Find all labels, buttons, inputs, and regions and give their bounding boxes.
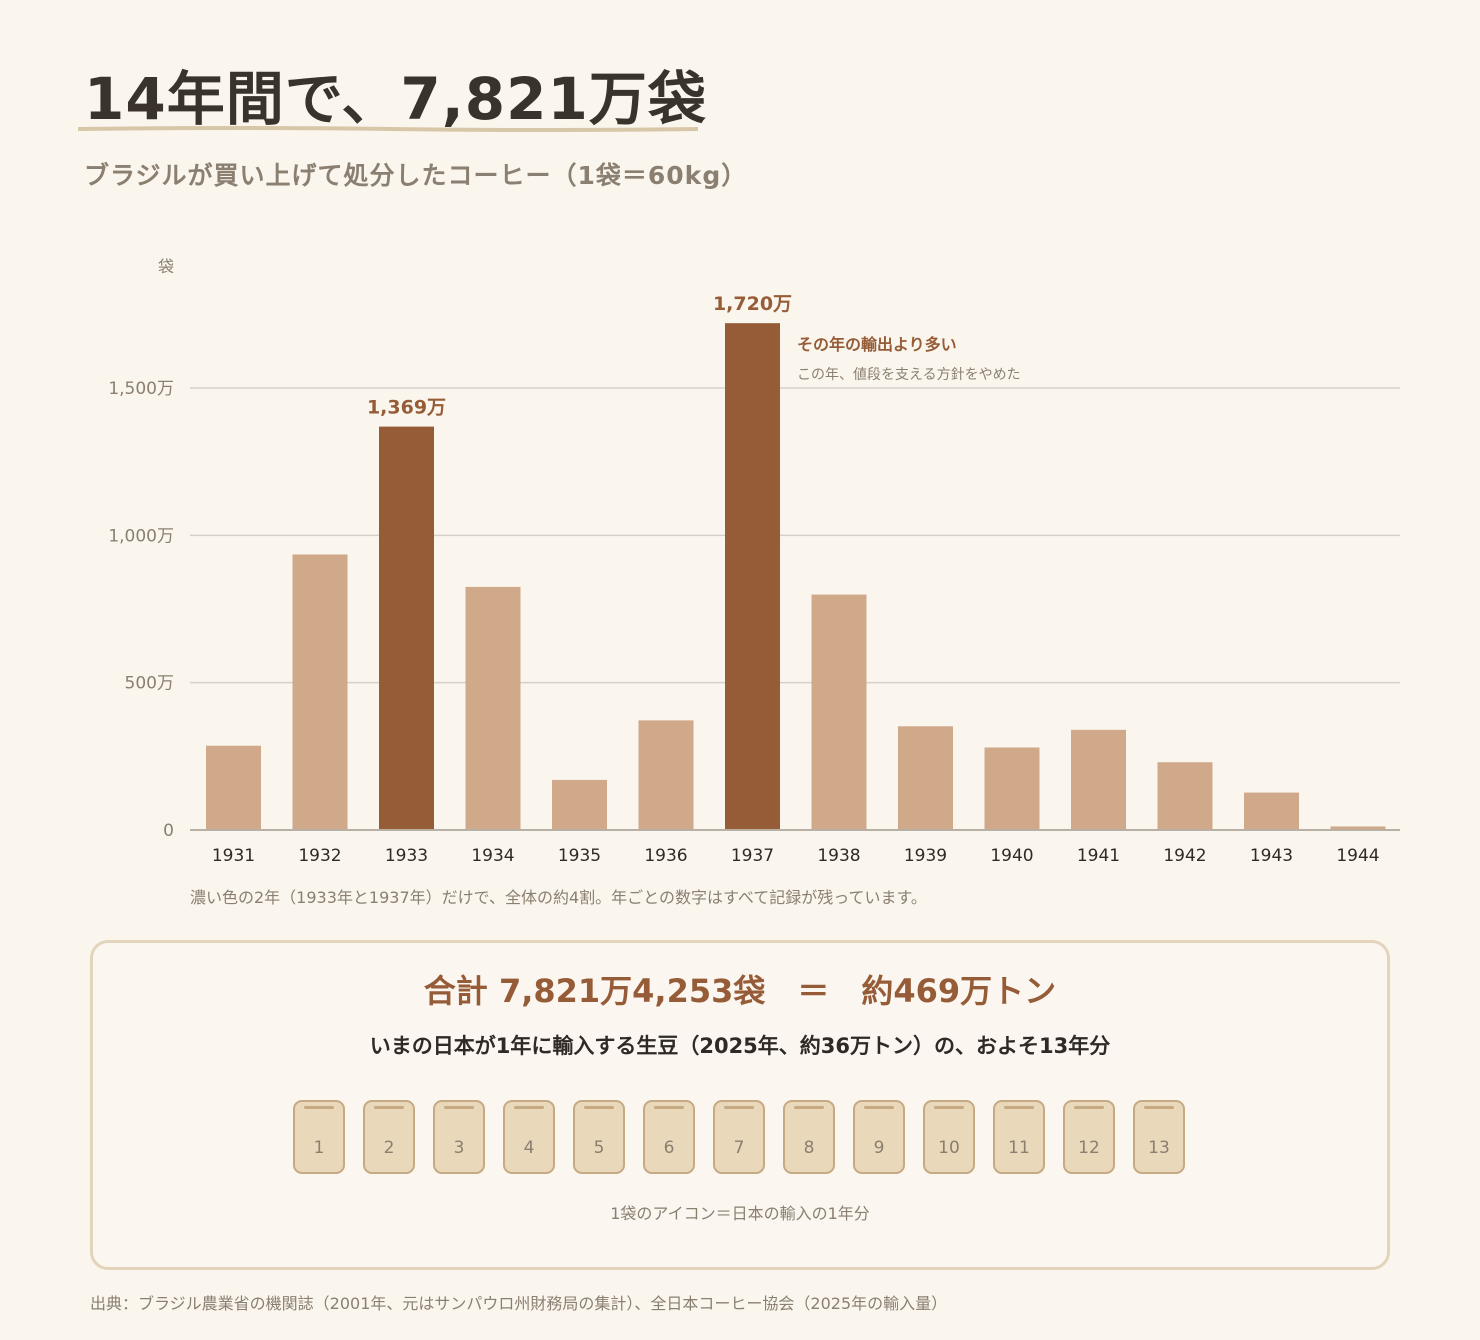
bag-number: 6 <box>663 1138 675 1158</box>
page-subtitle: ブラジルが買い上げて処分したコーヒー（1袋＝60kg） <box>84 161 748 190</box>
coffee-bag-icon: 12 <box>1063 1100 1115 1174</box>
x-tick-label: 1938 <box>817 846 860 866</box>
bar-1944 <box>1330 826 1386 830</box>
bar-1941 <box>1071 729 1126 830</box>
y-tick-label: 1,500万 <box>108 379 174 399</box>
x-tick-label: 1934 <box>471 846 514 866</box>
bar-1938 <box>811 594 867 830</box>
y-tick-label: 1,000万 <box>108 526 174 546</box>
x-tick-label: 1937 <box>731 846 774 866</box>
summary-comparison: いまの日本が1年に輸入する生豆（2025年、約36万トン）の、およそ13年分 <box>369 1034 1111 1058</box>
coffee-bag-icon: 5 <box>573 1100 625 1174</box>
bar-1943 <box>1244 792 1299 830</box>
coffee-bag-icon: 13 <box>1133 1100 1185 1174</box>
x-tick-label: 1942 <box>1163 846 1206 866</box>
coffee-bag-icon: 10 <box>923 1100 975 1174</box>
annotation-text: この年、値段を支える方針をやめた <box>797 367 1021 383</box>
coffee-bag-icon: 8 <box>783 1100 835 1174</box>
bar-1942 <box>1157 762 1213 830</box>
bar-1937 <box>725 323 780 830</box>
y-tick-label: 500万 <box>125 674 174 694</box>
bag-number: 4 <box>523 1138 535 1158</box>
chart-note: 濃い色の2年（1933年と1937年）だけで、全体の約4割。年ごとの数字はすべて… <box>190 888 927 907</box>
data-label-1933: 1,369万 <box>367 397 446 419</box>
bag-number: 12 <box>1078 1138 1100 1158</box>
bag-number: 10 <box>938 1138 960 1158</box>
x-tick-label: 1935 <box>558 846 601 866</box>
coffee-bag-icon: 11 <box>993 1100 1045 1174</box>
bar-1932 <box>292 554 348 830</box>
x-tick-label: 1932 <box>298 846 341 866</box>
title-underline <box>78 126 698 132</box>
bag-icons: 1 2 3 4 5 6 7 8 9 10 11 12 13 <box>0 1100 1480 1180</box>
bar-1939 <box>898 726 953 830</box>
bag-number: 9 <box>873 1138 885 1158</box>
bag-number: 13 <box>1148 1138 1170 1158</box>
bag-number: 11 <box>1008 1138 1030 1158</box>
x-tick-label: 1941 <box>1077 846 1120 866</box>
x-tick-label: 1933 <box>385 846 428 866</box>
bars <box>206 323 1386 830</box>
coffee-bag-icon: 9 <box>853 1100 905 1174</box>
y-axis-unit: 袋 <box>158 257 174 276</box>
coffee-bag-icon: 4 <box>503 1100 555 1174</box>
x-tick-label: 1944 <box>1336 846 1379 866</box>
bag-number: 7 <box>733 1138 745 1158</box>
bar-1934 <box>465 586 521 830</box>
coffee-bag-icon: 7 <box>713 1100 765 1174</box>
annotation-title: その年の輸出より多い <box>797 335 957 354</box>
bag-number: 3 <box>453 1138 465 1158</box>
bag-number: 8 <box>803 1138 815 1158</box>
page-title: 14年間で、7,821万袋 <box>84 65 707 133</box>
labels: 0 500万 1,000万 1,500万 1931 1932 1933 1,369万 1934 1… <box>108 293 1379 866</box>
bag-number: 2 <box>383 1138 395 1158</box>
x-tick-label: 1943 <box>1250 846 1293 866</box>
x-tick-label: 1931 <box>212 846 255 866</box>
bag-icons-caption: 1袋のアイコン＝日本の輸入の1年分 <box>610 1204 870 1223</box>
x-tick-label: 1936 <box>644 846 687 866</box>
coffee-bag-icon: 6 <box>643 1100 695 1174</box>
bar-1935 <box>552 779 607 830</box>
summary-total: 合計 7,821万4,253袋 ＝ 約469万トン <box>423 972 1057 1010</box>
bar-chart: 0 500万 1,000万 1,500万 1931 1932 1933 1,369万 1934 1… <box>108 257 1400 866</box>
y-tick-label: 0 <box>163 821 174 841</box>
coffee-bag-icon: 2 <box>363 1100 415 1174</box>
coffee-bag-icon: 1 <box>293 1100 345 1174</box>
bar-1940 <box>984 747 1040 830</box>
coffee-bag-icon: 3 <box>433 1100 485 1174</box>
bar-1933 <box>379 426 434 830</box>
x-tick-label: 1939 <box>904 846 947 866</box>
source-note: 出典：ブラジル農業省の機関誌（2001年、元はサンパウロ州財務局の集計）、全日本… <box>90 1294 948 1313</box>
x-tick-label: 1940 <box>990 846 1033 866</box>
grid-lines <box>190 387 1400 684</box>
bag-number: 1 <box>313 1138 325 1158</box>
data-label-1937: 1,720万 <box>713 293 792 315</box>
bar-1936 <box>638 720 694 830</box>
bar-1931 <box>206 745 261 830</box>
bag-number: 5 <box>593 1138 605 1158</box>
